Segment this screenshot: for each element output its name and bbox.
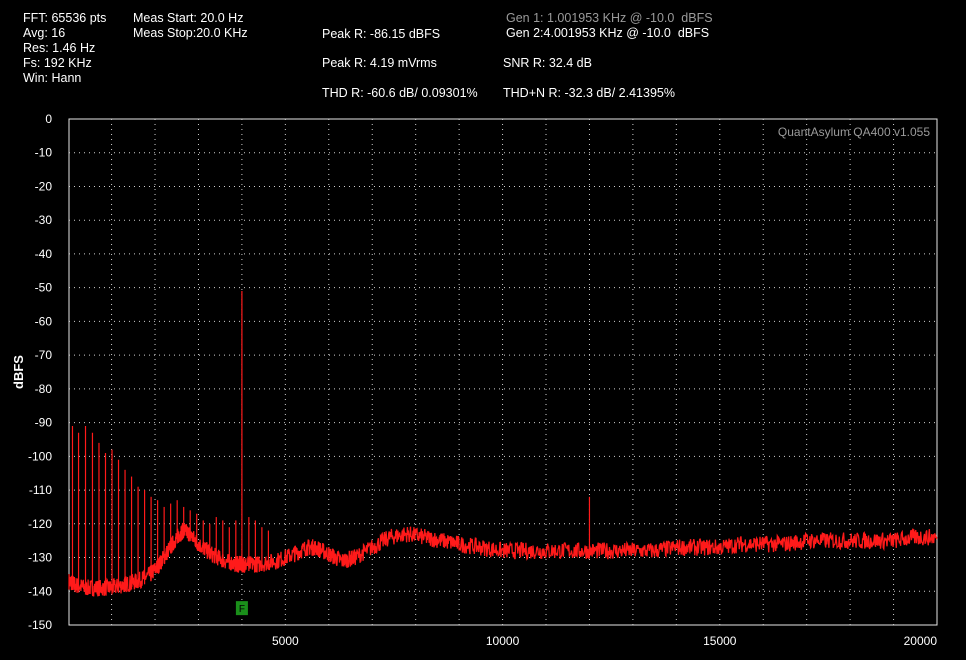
y-tick-label: -80 xyxy=(35,382,53,396)
x-tick-labels: 5000 10000 15000 20000 xyxy=(272,634,937,648)
y-tick-label: -110 xyxy=(29,483,52,497)
y-tick-label: -50 xyxy=(35,281,53,295)
y-axis-label: dBFS xyxy=(11,355,26,389)
x-tick-label: 15000 xyxy=(703,634,737,648)
y-tick-label: -120 xyxy=(28,517,52,531)
x-tick-label: 10000 xyxy=(486,634,520,648)
thd-readout: THD R: -60.6 dB/ 0.09301% xyxy=(322,86,478,100)
gen1-readout: Gen 1: 1.001953 KHz @ -10.0 dBFS xyxy=(506,11,713,25)
y-tick-label: -60 xyxy=(35,314,53,328)
window-readout: Win: Hann xyxy=(23,71,82,85)
brand-label: QuantAsylum QA400 v1.055 xyxy=(778,125,930,139)
meas-stop-readout: Meas Stop:20.0 KHz xyxy=(133,26,248,40)
snr-readout: SNR R: 32.4 dB xyxy=(503,56,592,70)
y-tick-label: -70 xyxy=(35,348,53,362)
y-tick-label: -20 xyxy=(35,179,53,193)
spectrum-trace xyxy=(68,522,938,597)
y-tick-label: -40 xyxy=(35,247,53,261)
y-tick-label: -150 xyxy=(28,618,52,632)
gen2-readout: Gen 2:4.001953 KHz @ -10.0 dBFS xyxy=(506,26,710,40)
marker-label: F xyxy=(239,604,245,615)
fft-readout: FFT: 65536 pts xyxy=(23,11,107,25)
fs-readout: Fs: 192 KHz xyxy=(23,56,92,70)
y-tick-label: -10 xyxy=(35,146,53,160)
res-readout: Res: 1.46 Hz xyxy=(23,41,96,55)
peak-dbfs-readout: Peak R: -86.15 dBFS xyxy=(322,27,441,41)
peak-mv-readout: Peak R: 4.19 mVrms xyxy=(322,56,437,70)
y-tick-labels: 0 -10 -20 -30 -40 -50 -60 -70 -80 -90 -100 -110 -120… xyxy=(28,112,52,632)
y-tick-label: -140 xyxy=(28,584,52,598)
x-tick-label: 20000 xyxy=(904,634,938,648)
y-tick-label: -90 xyxy=(35,416,53,430)
thdn-readout: THD+N R: -32.3 dB/ 2.41395% xyxy=(503,86,675,100)
avg-readout: Avg: 16 xyxy=(23,26,66,40)
y-tick-label: 0 xyxy=(45,112,52,126)
y-tick-label: -30 xyxy=(35,213,53,227)
meas-start-readout: Meas Start: 20.0 Hz xyxy=(133,11,244,25)
marker-box[interactable] xyxy=(235,601,248,616)
frequency-marker[interactable]: F xyxy=(235,601,248,616)
y-tick-label: -100 xyxy=(28,449,52,463)
harmonic-spikes xyxy=(71,291,591,595)
y-tick-label: -130 xyxy=(28,551,52,565)
x-tick-label: 5000 xyxy=(272,634,299,648)
